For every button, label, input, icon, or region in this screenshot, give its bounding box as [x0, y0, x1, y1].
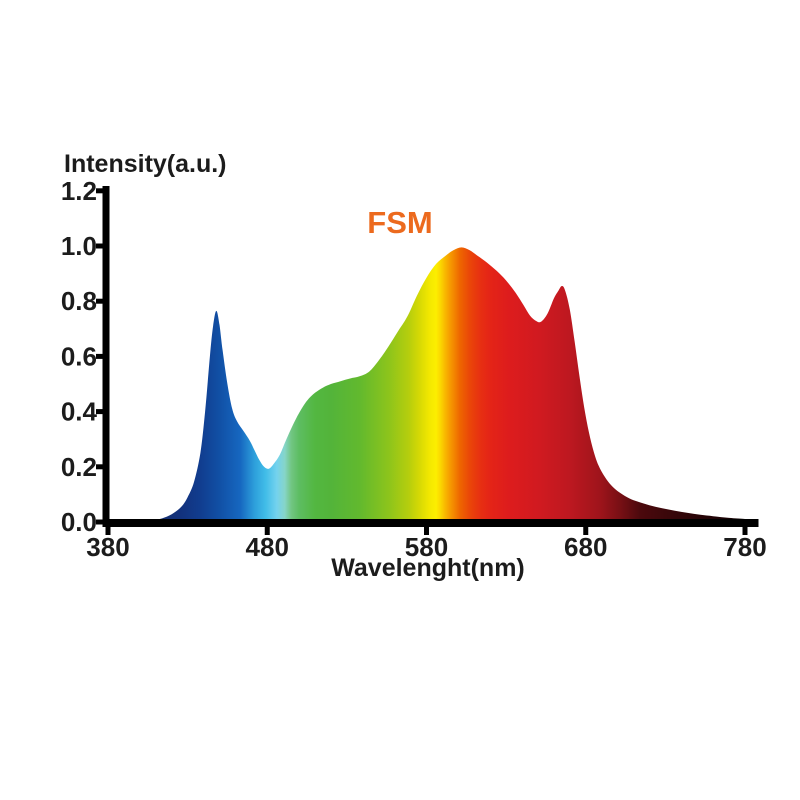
y-tick-0.0 [96, 519, 104, 525]
x-tick-label-480: 480 [246, 532, 289, 562]
y-tick-label-1.0: 1.0 [61, 231, 97, 261]
x-tick-580 [424, 527, 429, 535]
y-axis-label: Intensity(a.u.) [64, 150, 227, 178]
chart-plot-layer: 380 480 580 680 780 0.0 0.2 0.4 0.6 0.8 1.0 1.2 [61, 176, 767, 562]
y-tick-1.2 [96, 188, 104, 194]
y-tick-label-0.0: 0.0 [61, 507, 97, 537]
y-tick-label-0.8: 0.8 [61, 286, 97, 316]
y-tick-label-0.6: 0.6 [61, 341, 97, 371]
y-tick-1.0 [96, 243, 104, 249]
x-axis-label: Wavelenght(nm) [331, 554, 525, 582]
x-tick-380 [105, 527, 111, 535]
x-tick-480 [264, 527, 270, 535]
y-tick-0.6 [96, 353, 104, 359]
x-tick-label-580: 580 [405, 532, 448, 562]
y-axis-line [102, 186, 110, 527]
y-tick-label-1.2: 1.2 [61, 176, 97, 206]
chart-title: FSM [367, 205, 432, 240]
x-axis-line [102, 519, 759, 527]
y-tick-0.2 [96, 464, 104, 470]
x-tick-label-380: 380 [86, 532, 129, 562]
x-tick-680 [583, 527, 589, 535]
x-tick-label-680: 680 [564, 532, 607, 562]
spectrum-area [131, 247, 745, 522]
x-tick-780 [742, 527, 748, 535]
x-tick-label-780: 780 [723, 532, 766, 562]
y-tick-0.8 [96, 298, 104, 304]
y-tick-label-0.4: 0.4 [61, 397, 98, 427]
y-tick-label-0.2: 0.2 [61, 452, 97, 482]
y-tick-0.4 [96, 409, 104, 415]
